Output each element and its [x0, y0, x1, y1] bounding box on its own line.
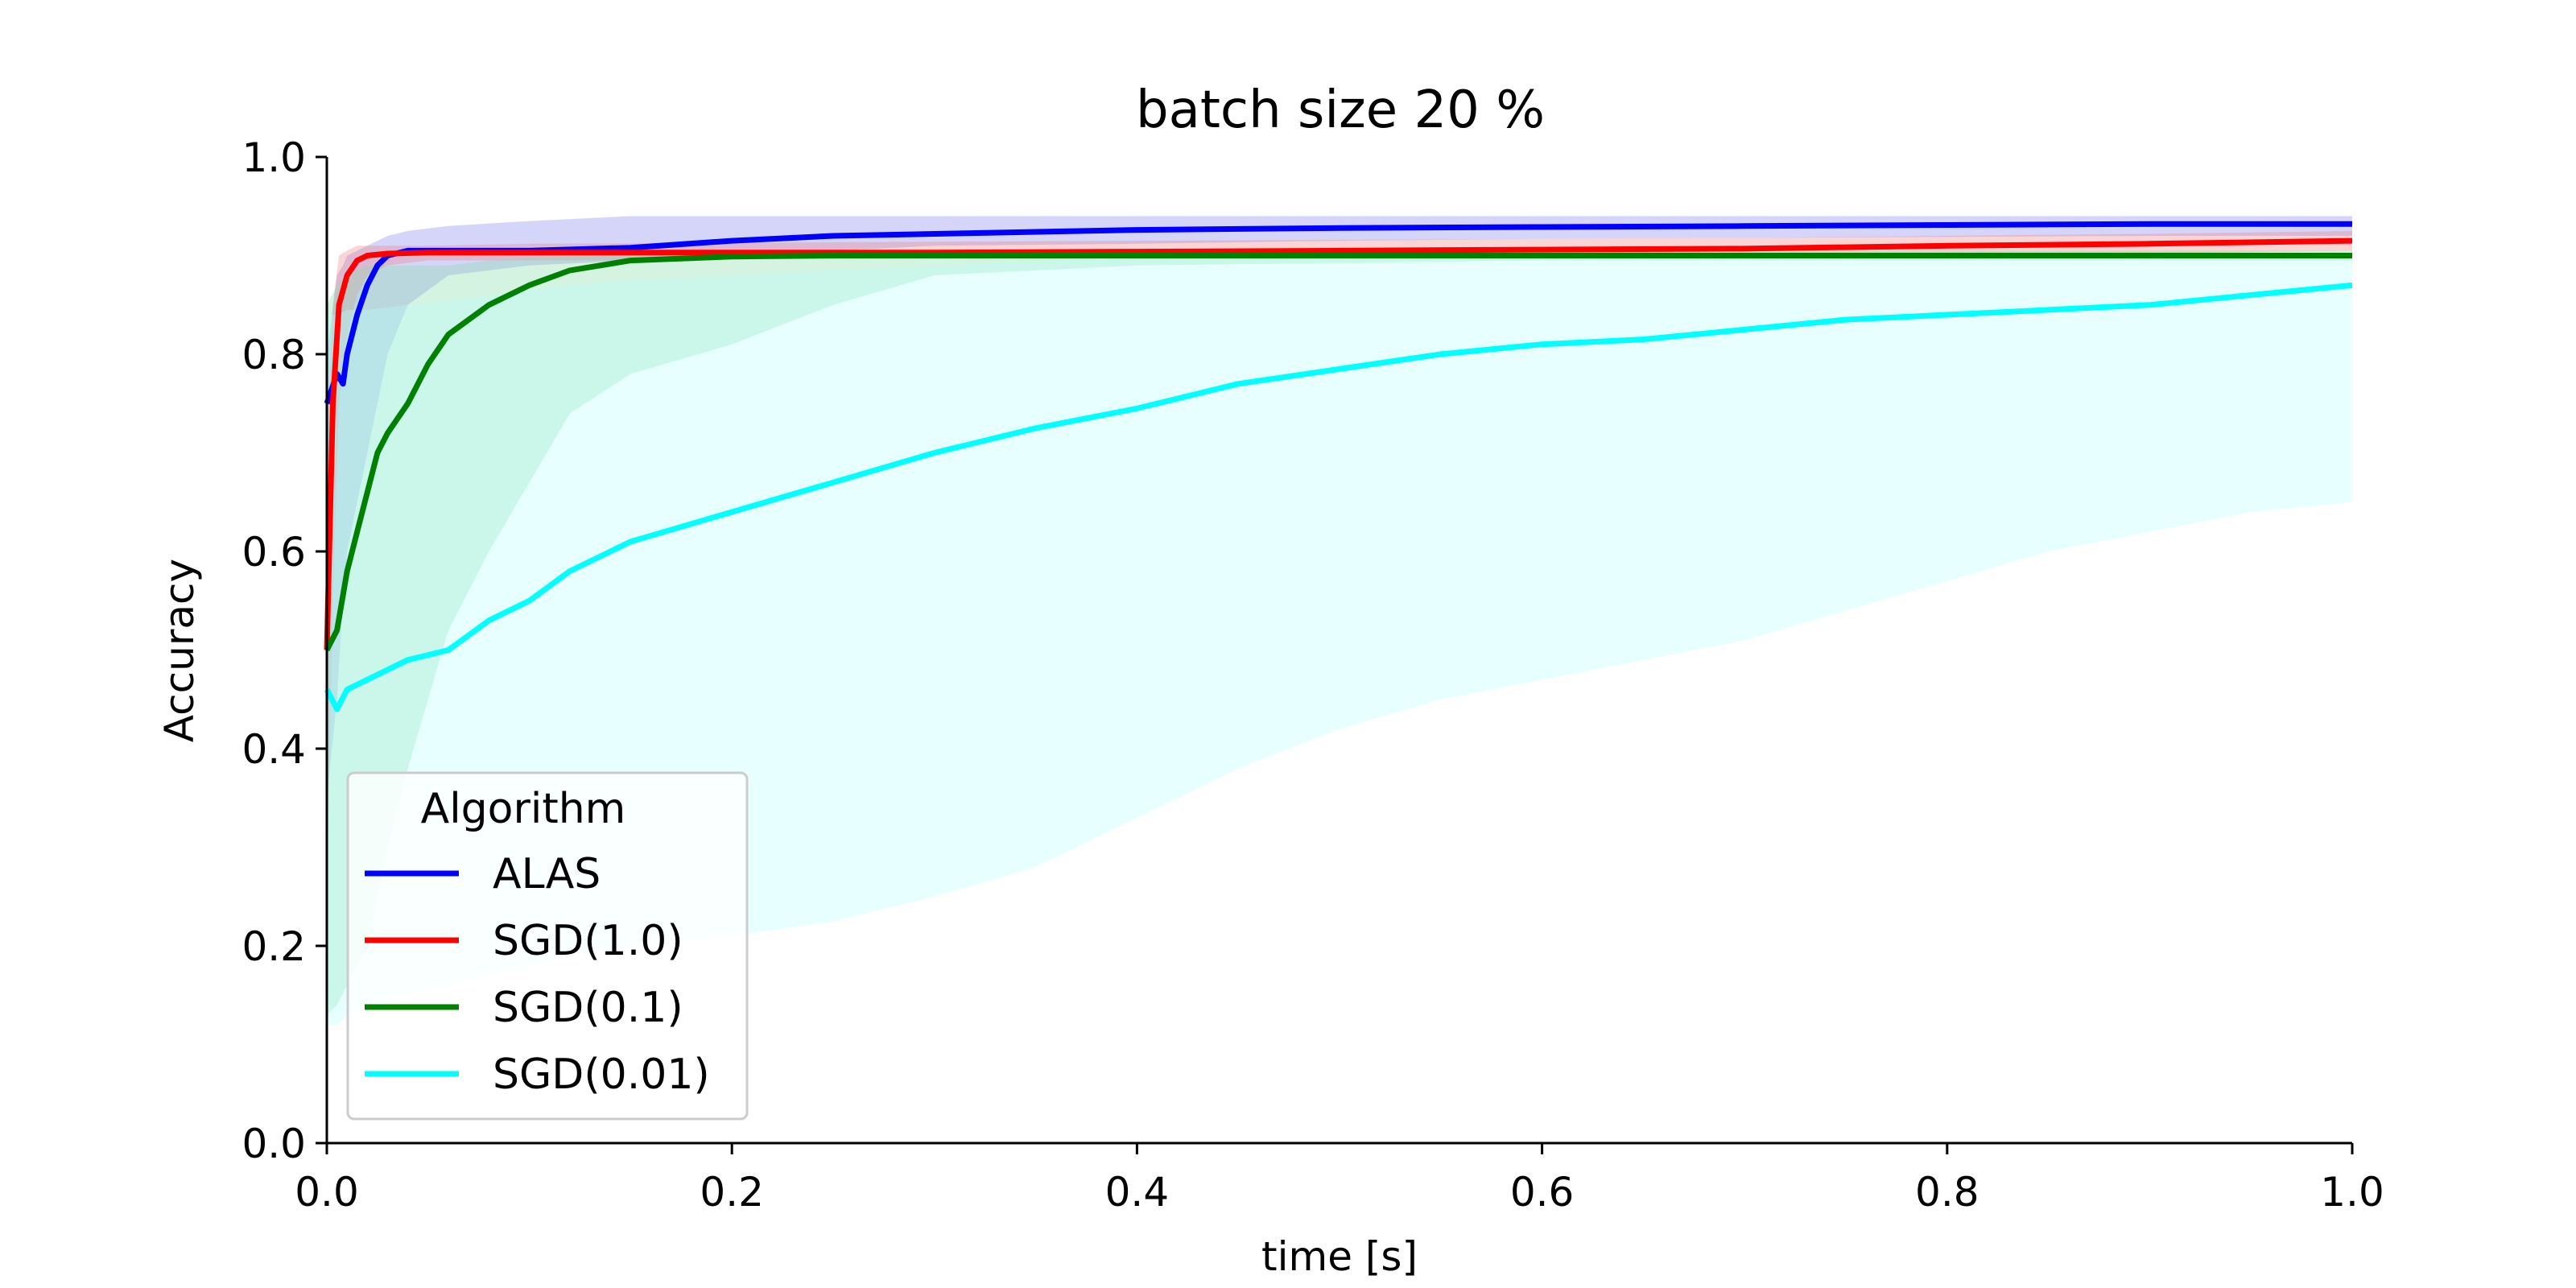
axes — [325, 157, 2352, 1145]
legend-title: Algorithm — [421, 785, 626, 833]
band-2 — [327, 250, 2352, 1015]
legend-label: SGD(0.1) — [493, 984, 683, 1032]
legend-items: ALAS SGD(1.0) SGD(0.1) SGD(0.01) — [365, 850, 710, 1099]
x-tick-label: 1.0 — [2320, 1169, 2384, 1216]
y-ticks: 0.0 0.2 0.4 0.6 0.8 1.0 — [242, 134, 327, 1167]
series-lines — [324, 221, 2353, 712]
series-line-1 — [324, 237, 2353, 650]
y-tick-label: 0.4 — [242, 726, 306, 773]
x-tick-label: 0.0 — [295, 1169, 359, 1216]
y-tick-label: 0.6 — [242, 529, 306, 576]
chart-title: batch size 20 % — [1136, 80, 1545, 140]
legend-label: SGD(1.0) — [493, 917, 683, 965]
x-tick-label: 0.4 — [1105, 1169, 1170, 1216]
x-tick-label: 0.6 — [1510, 1169, 1575, 1216]
y-tick-label: 0.0 — [242, 1121, 306, 1167]
x-ticks: 0.0 0.2 0.4 0.6 0.8 1.0 — [295, 1143, 2384, 1216]
legend-box — [346, 771, 749, 1121]
y-tick-label: 1.0 — [242, 134, 306, 181]
x-tick-label: 0.8 — [1915, 1169, 1979, 1216]
band-3 — [327, 255, 2352, 1025]
x-tick-label: 0.2 — [700, 1169, 764, 1216]
y-axis-label: Accuracy — [156, 559, 203, 742]
y-tick-label: 0.2 — [242, 923, 306, 970]
x-axis-label: time [s] — [1261, 1233, 1418, 1280]
y-tick-label: 0.8 — [242, 332, 306, 378]
legend-label: SGD(0.01) — [493, 1051, 710, 1099]
legend-label: ALAS — [493, 850, 601, 898]
series-line-2 — [324, 253, 2352, 652]
series-line-0 — [324, 221, 2352, 405]
legend: Algorithm ALAS SGD(1.0) SGD(0.1) SGD(0.01) — [346, 771, 749, 1121]
series-line-3 — [324, 282, 2353, 712]
confidence-bands — [327, 216, 2352, 1025]
